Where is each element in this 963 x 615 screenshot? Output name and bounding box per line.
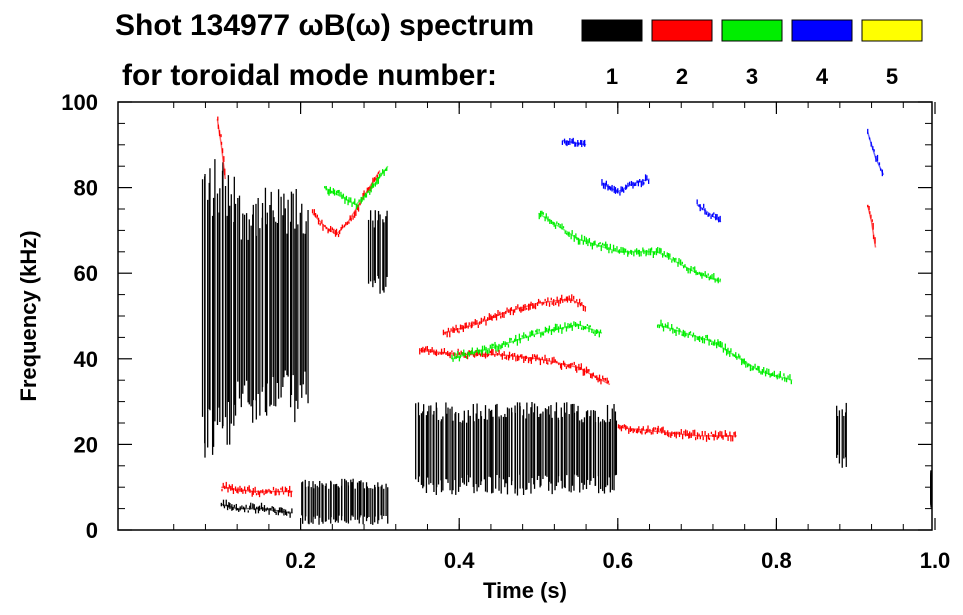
series-mode-2-10 xyxy=(311,170,381,238)
x-axis-label: Time (s) xyxy=(483,578,567,603)
mode-2-trace xyxy=(221,486,293,493)
y-tick-label: 0 xyxy=(86,518,98,543)
series-mode-1-5 xyxy=(836,402,847,468)
mode-2-trace xyxy=(866,204,877,248)
legend-label-mode-3: 3 xyxy=(746,64,758,89)
series-mode-1-0 xyxy=(201,159,237,458)
axis-ticks: 0.2 0.4 0.6 0.8 1.0 0 20 40 60 80 100 xyxy=(61,90,950,573)
series-mode-4-19 xyxy=(601,174,650,196)
series-mode-3-18 xyxy=(656,319,793,385)
x-tick-label: 0.4 xyxy=(444,548,475,573)
y-tick-label: 60 xyxy=(74,261,98,286)
series-mode-3-16 xyxy=(451,320,603,362)
series-mode-1-2 xyxy=(367,210,388,294)
series-mode-4-22 xyxy=(866,128,885,177)
x-tick-label: 0.6 xyxy=(603,548,634,573)
mode-3-trace xyxy=(657,323,793,381)
x-tick-label: 0.8 xyxy=(761,548,792,573)
mode-2-trace xyxy=(443,298,587,334)
mode-4-trace xyxy=(696,204,722,223)
mode-3-trace xyxy=(324,165,389,206)
series-mode-3-17 xyxy=(324,165,389,210)
legend-label-mode-1: 1 xyxy=(606,64,618,89)
legend-swatch-mode-1 xyxy=(581,19,643,42)
mode-1-trace xyxy=(221,503,293,514)
spectrum-data xyxy=(201,116,932,525)
mode-2-trace xyxy=(216,119,227,180)
series-mode-2-12 xyxy=(221,481,293,498)
series-mode-2-9 xyxy=(442,294,587,338)
mode-3-trace xyxy=(538,212,722,283)
mode-2-trace xyxy=(617,426,737,437)
mode-4-trace xyxy=(601,178,650,193)
chart-title-line2: for toroidal mode number: xyxy=(122,59,497,92)
mode-4-trace xyxy=(866,131,885,176)
mode-3-trace xyxy=(451,323,603,360)
chart-title-line1: Shot 134977 ωB(ω) spectrum xyxy=(115,9,534,42)
legend-swatch-mode-4 xyxy=(791,19,853,42)
series-mode-3-15 xyxy=(538,210,722,284)
legend-swatch-mode-3 xyxy=(721,19,783,42)
mode-4-trace xyxy=(562,139,587,146)
y-tick-label: 80 xyxy=(74,176,98,201)
series-mode-1-4 xyxy=(415,402,618,496)
mode-2-trace xyxy=(419,349,611,386)
series-mode-1-7 xyxy=(220,499,293,518)
legend-swatch-mode-2 xyxy=(651,19,713,42)
legend: 1 2 3 4 5 xyxy=(581,19,923,89)
y-tick-label: 100 xyxy=(61,90,98,115)
series-mode-4-20 xyxy=(561,137,587,148)
series-mode-1-3 xyxy=(301,478,389,525)
legend-label-mode-4: 4 xyxy=(816,64,829,89)
series-mode-4-21 xyxy=(696,199,722,223)
legend-label-mode-5: 5 xyxy=(886,64,898,89)
series-mode-2-14 xyxy=(617,424,737,442)
mode-2-trace xyxy=(311,170,381,236)
legend-label-mode-2: 2 xyxy=(676,64,688,89)
y-axis-label: Frequency (kHz) xyxy=(16,230,41,401)
x-tick-label: 1.0 xyxy=(920,548,951,573)
legend-swatch-mode-5 xyxy=(861,19,923,42)
series-mode-1-1 xyxy=(237,187,309,423)
series-mode-2-13 xyxy=(866,204,877,248)
y-tick-label: 20 xyxy=(74,432,98,457)
y-tick-label: 40 xyxy=(74,347,98,372)
series-mode-2-8 xyxy=(419,345,611,386)
series-mode-2-11 xyxy=(216,116,227,180)
x-tick-label: 0.2 xyxy=(285,548,316,573)
